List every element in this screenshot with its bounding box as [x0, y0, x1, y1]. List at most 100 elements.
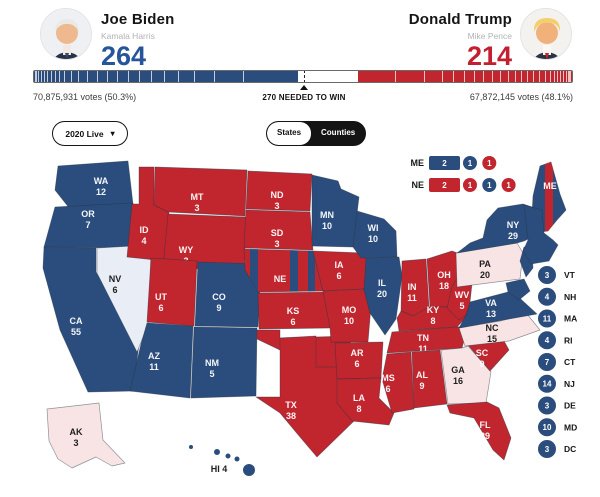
bar-state-divider — [560, 71, 562, 82]
state-CO[interactable] — [194, 261, 262, 328]
state-LA[interactable] — [336, 377, 395, 426]
state-ev-NV: 6 — [112, 285, 117, 295]
bar-state-divider — [500, 71, 501, 82]
state-NM[interactable] — [190, 326, 258, 399]
state-ev-CA: 55 — [71, 327, 81, 337]
state-label-KY: KY — [427, 305, 440, 315]
bar-state-divider — [55, 71, 56, 82]
state-ev-LA: 8 — [356, 404, 361, 414]
state-SD[interactable] — [243, 209, 314, 251]
state-ev-GA: 16 — [453, 376, 463, 386]
year-dropdown[interactable]: 2020 Live ▾ — [52, 121, 128, 146]
small-state-label-DC: DC — [564, 444, 576, 454]
split-legend-ME-circle-2 — [482, 156, 497, 170]
state-UT[interactable] — [146, 257, 198, 327]
bar-state-divider — [97, 71, 98, 82]
state-TX[interactable] — [255, 335, 364, 458]
state-HI-island-1[interactable] — [214, 449, 220, 455]
small-state-badge-MD[interactable] — [538, 418, 556, 437]
small-state-badge-RI[interactable] — [538, 331, 556, 350]
small-state-label-DE: DE — [564, 401, 576, 411]
state-MT[interactable] — [153, 166, 248, 217]
state-label-MS: MS — [381, 373, 395, 383]
state-IL[interactable] — [363, 256, 403, 336]
state-ev-VA: 13 — [486, 309, 496, 319]
bar-state-divider — [424, 71, 425, 82]
small-state-badge-CT[interactable] — [538, 353, 556, 371]
bar-state-divider — [554, 71, 555, 82]
bar-state-divider — [570, 71, 572, 82]
year-dropdown-label: 2020 Live — [65, 128, 104, 139]
small-state-label-VT: VT — [564, 270, 576, 280]
bar-state-divider — [47, 71, 48, 82]
state-label-KS: KS — [287, 306, 300, 316]
state-ev-MN: 10 — [322, 221, 332, 231]
small-state-badge-MA[interactable] — [538, 309, 556, 328]
split-legend-NE-circle-1 — [463, 178, 477, 192]
gop-vote-total: 67,872,145 votes (48.1%) — [469, 92, 573, 102]
uncalled-bar-segment — [298, 71, 358, 82]
state-ev-WA: 12 — [96, 187, 106, 197]
state-AL[interactable] — [411, 349, 448, 409]
running-mate-right: Mike Pence — [467, 31, 512, 41]
state-label-GA: GA — [451, 365, 465, 375]
bar-state-divider — [557, 71, 559, 82]
state-MS[interactable] — [381, 351, 415, 414]
toggle-option-states[interactable]: States — [267, 122, 312, 145]
dem-vote-total: 70,875,931 votes (50.3%) — [33, 92, 137, 102]
split-legend-ME-value-2: 1 — [487, 159, 492, 168]
state-label-FL: FL — [480, 420, 491, 430]
state-ev-NC: 15 — [487, 334, 497, 344]
state-NY[interactable] — [456, 203, 544, 254]
state-label-NC: NC — [486, 323, 499, 333]
small-state-label-MA: MA — [564, 314, 577, 324]
state-label-TX: TX — [285, 400, 297, 410]
bar-state-divider — [151, 71, 152, 82]
small-state-badge-NJ[interactable] — [538, 374, 556, 393]
state-HI-island-2[interactable] — [225, 453, 231, 459]
bar-state-divider — [44, 71, 45, 82]
toggle-option-counties[interactable]: Counties — [311, 122, 366, 145]
small-state-ev-DC: 3 — [545, 445, 550, 454]
small-state-badge-NH[interactable] — [538, 287, 556, 306]
state-HI-island-4[interactable] — [243, 464, 255, 476]
state-HI-island-3[interactable] — [234, 456, 240, 462]
split-legend-ME-circle-1 — [463, 156, 477, 170]
state-GA[interactable] — [440, 345, 492, 405]
state-ev-AR: 6 — [354, 359, 359, 369]
view-toggle[interactable]: States Counties — [266, 121, 367, 146]
state-ev-IN: 11 — [407, 293, 417, 303]
state-label-NV: NV — [109, 274, 122, 284]
state-HI-island-0[interactable] — [189, 445, 193, 449]
bar-state-divider — [178, 71, 179, 82]
state-label-CA: CA — [70, 316, 83, 326]
state-FL[interactable] — [446, 401, 512, 461]
state-ev-CO: 9 — [216, 303, 221, 313]
bar-state-divider — [545, 71, 546, 82]
small-state-badge-DC[interactable] — [538, 440, 556, 458]
small-state-badge-VT[interactable] — [538, 266, 556, 284]
state-ev-IL: 20 — [377, 289, 387, 299]
state-label-AK: AK — [70, 427, 83, 437]
bar-state-divider — [64, 71, 65, 82]
split-legend-ME-rect — [429, 156, 460, 170]
coastline-shape — [505, 278, 531, 301]
state-ND[interactable] — [245, 170, 313, 212]
bar-state-divider — [139, 71, 140, 82]
state-label-AZ: AZ — [148, 351, 160, 361]
state-ev-NY: 29 — [508, 231, 518, 241]
gop-bar-segment — [358, 71, 572, 82]
state-label-WI: WI — [368, 223, 379, 233]
state-ev-MT: 3 — [194, 203, 199, 213]
small-state-badge-DE[interactable] — [538, 396, 556, 415]
bar-state-divider — [474, 71, 475, 82]
bar-state-divider — [51, 71, 52, 82]
bar-state-divider — [214, 71, 215, 82]
state-AZ[interactable] — [129, 322, 194, 399]
bar-state-divider — [464, 71, 465, 82]
state-MN[interactable] — [311, 174, 360, 248]
state-AK[interactable] — [46, 402, 126, 469]
split-legend-NE-value-3: 1 — [506, 181, 511, 190]
dem-bar-segment — [34, 71, 298, 82]
bar-state-divider — [515, 71, 516, 82]
